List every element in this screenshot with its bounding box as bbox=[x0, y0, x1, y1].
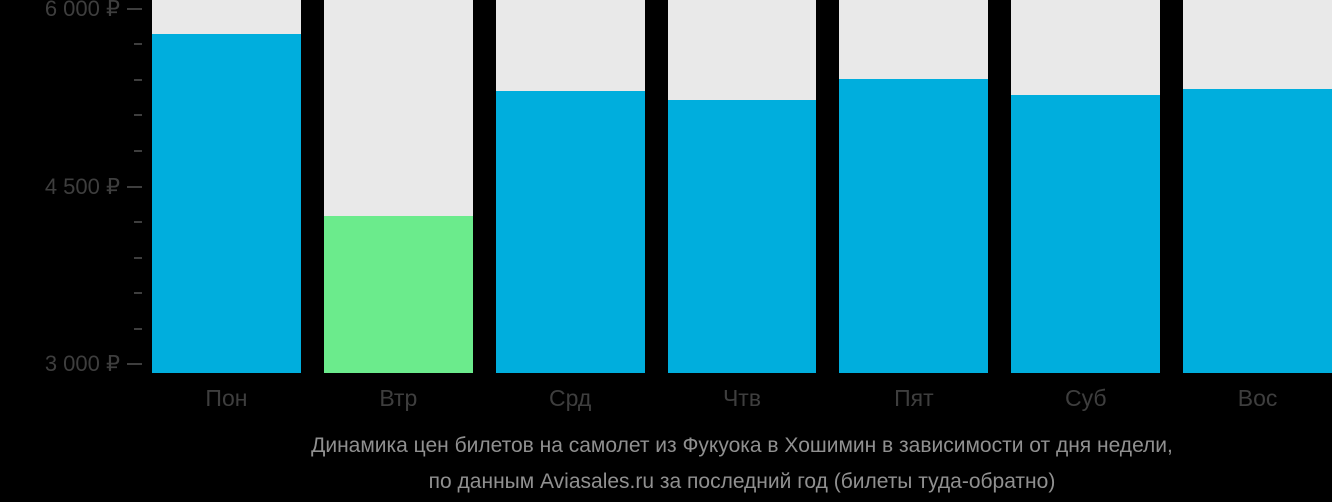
x-axis-label-5: Пят bbox=[894, 385, 934, 411]
y-axis-label-6000: 6 000 ₽ bbox=[44, 0, 120, 21]
x-axis-label-1: Пон bbox=[205, 385, 248, 411]
caption-line-1: Динамика цен билетов на самолет из Фукуо… bbox=[311, 434, 1173, 457]
y-axis-tick-major bbox=[127, 363, 142, 365]
y-axis-tick-minor bbox=[134, 43, 142, 46]
price-bar-Суб[interactable] bbox=[1011, 95, 1161, 373]
price-bar-Вос[interactable] bbox=[1183, 89, 1332, 373]
bar-column-5 bbox=[839, 0, 989, 373]
y-axis-label-3000: 3 000 ₽ bbox=[44, 351, 120, 376]
y-axis-tick-major bbox=[127, 185, 142, 188]
y-axis-label-4500: 4 500 ₽ bbox=[44, 173, 120, 199]
price-bar-Чтв[interactable] bbox=[667, 100, 817, 373]
y-axis-tick-minor bbox=[134, 78, 142, 81]
y-axis-tick-minor bbox=[134, 114, 142, 117]
price-bar-Пон[interactable] bbox=[152, 33, 301, 373]
y-axis-tick-minor bbox=[134, 292, 142, 294]
plot-area bbox=[152, 0, 1332, 373]
x-axis: Пон Втр Срд Чтв Пят Суб Вос bbox=[152, 384, 1332, 412]
bar-column-2 bbox=[323, 0, 473, 373]
y-axis-tick-minor bbox=[134, 327, 142, 330]
y-axis-tick-minor bbox=[134, 149, 142, 152]
bar-column-3 bbox=[495, 0, 645, 373]
bar-column-6 bbox=[1011, 0, 1161, 373]
price-bar-Пят[interactable] bbox=[839, 78, 989, 373]
x-axis-label-2: Втр bbox=[379, 385, 418, 411]
x-axis-label-7: Вос bbox=[1237, 385, 1278, 411]
y-axis-tick-major bbox=[127, 7, 142, 10]
bar-column-7 bbox=[1183, 0, 1332, 373]
y-axis-tick-minor bbox=[134, 256, 142, 259]
price-bar-Срд[interactable] bbox=[495, 90, 645, 373]
x-axis-label-3: Срд bbox=[549, 385, 592, 411]
x-axis-label-6: Суб bbox=[1064, 385, 1107, 411]
bar-column-1 bbox=[152, 0, 301, 373]
bar-column-4 bbox=[667, 0, 817, 373]
y-axis-tick-minor bbox=[134, 221, 142, 223]
caption-line-2: по данным Aviasales.ru за последний год … bbox=[428, 470, 1056, 493]
chart-caption: Динамика цен билетов на самолет из Фукуо… bbox=[152, 428, 1332, 500]
price-bar-Втр[interactable] bbox=[323, 216, 473, 373]
x-axis-label-4: Чтв bbox=[722, 385, 762, 411]
